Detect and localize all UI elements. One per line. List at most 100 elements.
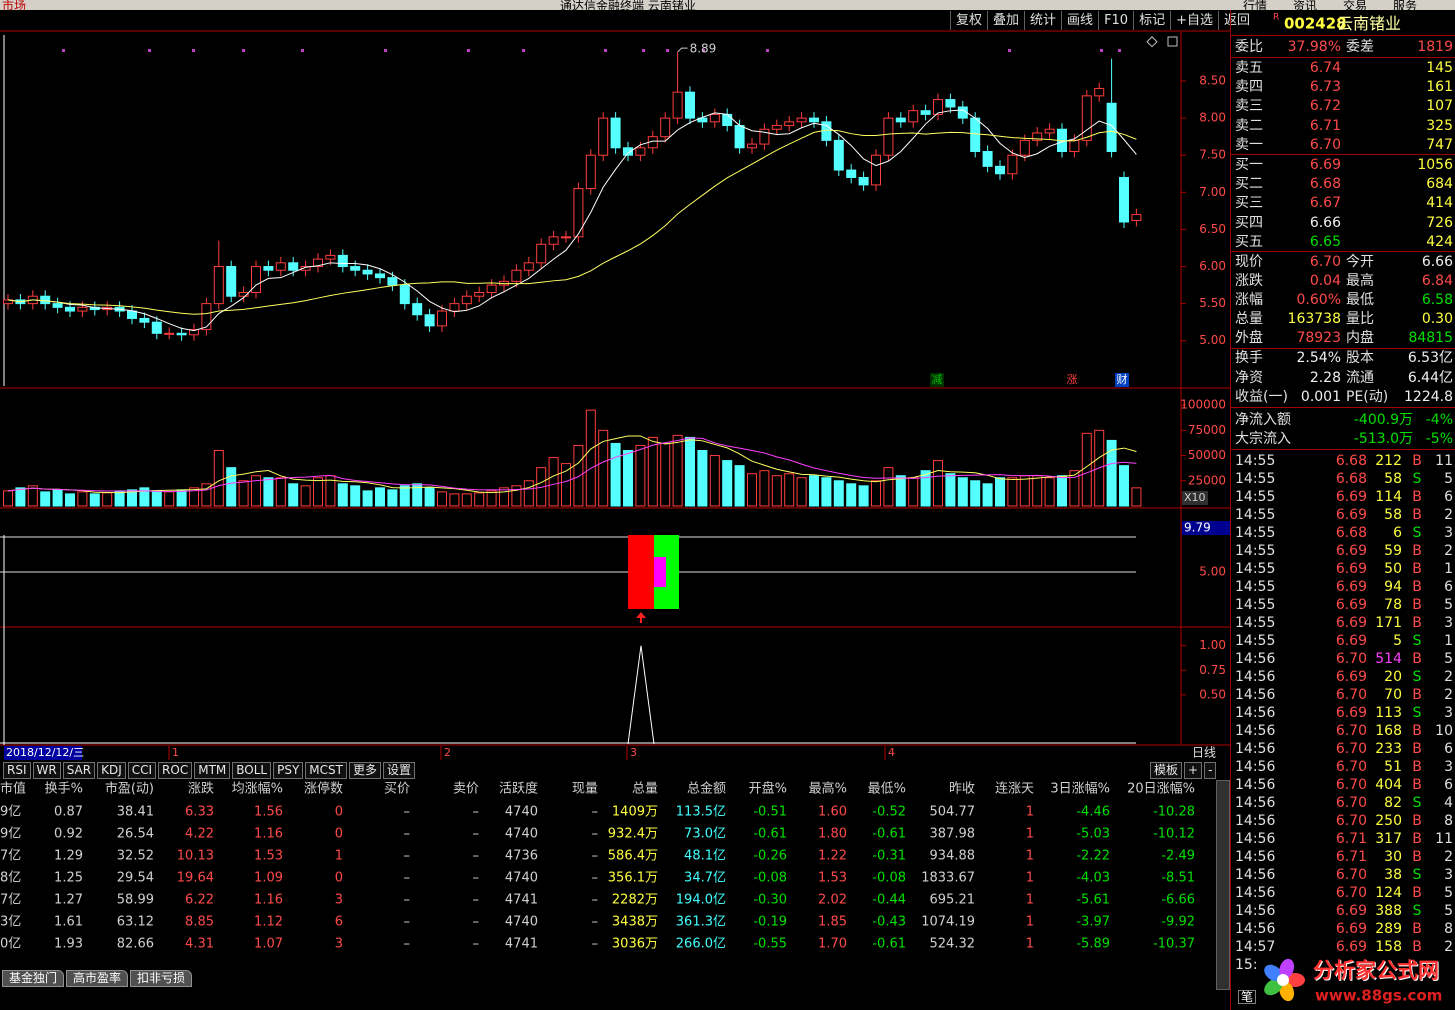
- candle-body: [833, 139, 844, 171]
- candle-body: [387, 277, 398, 286]
- tick-time: 14:56: [1235, 867, 1276, 883]
- menu-item[interactable]: 服务: [1393, 0, 1418, 10]
- quote-value: 2.28: [1309, 370, 1341, 386]
- quote-value: 6.44亿: [1407, 370, 1453, 386]
- volume-bar: [747, 473, 757, 507]
- indicator-tab[interactable]: RSI: [3, 762, 31, 779]
- volume-bar: [474, 492, 485, 507]
- table-cell: 1.09: [254, 870, 283, 886]
- table-cell: 1.16: [254, 826, 283, 842]
- template-tab[interactable]: +: [1184, 762, 1203, 779]
- candle-body: [325, 254, 336, 260]
- column-header[interactable]: 涨停数: [303, 781, 343, 797]
- indicator-tab[interactable]: CCI: [127, 762, 157, 779]
- template-tab[interactable]: 模板: [1150, 762, 1183, 779]
- book-label: 卖一: [1235, 136, 1263, 153]
- column-header[interactable]: 活跃度: [498, 781, 538, 797]
- bottom-tab[interactable]: 高市盈率: [66, 970, 129, 987]
- column-header[interactable]: 总量: [631, 781, 658, 797]
- indicator-tab[interactable]: MTM: [194, 762, 231, 779]
- table-cell: -0.08: [872, 870, 906, 886]
- volume-bar: [933, 460, 943, 507]
- indicator-tab[interactable]: KDJ: [97, 762, 126, 779]
- column-header[interactable]: 市值: [0, 781, 27, 797]
- stock-flag: R: [1273, 12, 1280, 23]
- column-header[interactable]: 换手%: [44, 781, 83, 797]
- indicator-tab[interactable]: 设置: [383, 762, 416, 779]
- indicator-tab[interactable]: WR: [32, 762, 61, 779]
- tick-side: B: [1412, 507, 1422, 523]
- column-header[interactable]: 连涨天: [994, 781, 1034, 797]
- candle-body: [908, 110, 919, 123]
- volume-bar: [722, 460, 733, 507]
- volume-bar: [511, 485, 522, 507]
- candle-body: [151, 321, 162, 334]
- volume-bar: [647, 436, 658, 507]
- table-cell: 361.3亿: [675, 914, 726, 930]
- column-header[interactable]: 涨跌: [187, 781, 214, 797]
- column-header[interactable]: 最低%: [867, 781, 906, 797]
- book-volume: 747: [1426, 136, 1453, 153]
- candle-body: [251, 266, 261, 293]
- tick-count: 5: [1444, 651, 1453, 667]
- template-tab[interactable]: -: [1204, 762, 1217, 779]
- tick-price: 6.70: [1335, 759, 1367, 775]
- indicator-tab[interactable]: 更多: [348, 762, 381, 779]
- column-header[interactable]: 最高%: [808, 781, 847, 797]
- indicator-tab[interactable]: PSY: [273, 762, 304, 779]
- tick-side: B: [1412, 453, 1422, 469]
- indicator-tab[interactable]: SAR: [62, 762, 96, 779]
- toolbar-button[interactable]: F10: [1098, 11, 1133, 30]
- quote-label: 涨幅: [1235, 292, 1263, 308]
- column-header[interactable]: 昨收: [948, 781, 975, 797]
- toolbar-button[interactable]: 叠加: [987, 11, 1024, 30]
- column-header[interactable]: 3日涨幅%: [1050, 781, 1110, 797]
- column-header[interactable]: 现量: [571, 781, 598, 797]
- column-header[interactable]: 买价: [383, 781, 410, 797]
- tick-count: 6: [1444, 777, 1453, 793]
- column-header[interactable]: 市盈(动): [104, 781, 154, 797]
- ma-line: [7, 109, 1137, 332]
- table-cell: 2.02: [818, 892, 847, 908]
- menu-item[interactable]: 交易: [1343, 0, 1368, 10]
- event-dot: [766, 49, 769, 52]
- volume-bar: [65, 493, 75, 507]
- toolbar-button[interactable]: 标记: [1133, 11, 1170, 30]
- column-header[interactable]: 总金额: [686, 781, 726, 797]
- indicator-tab[interactable]: ROC: [158, 762, 193, 779]
- volume-bar: [40, 491, 51, 507]
- toolbar-button[interactable]: 复权: [950, 11, 987, 30]
- bottom-tab[interactable]: 基金独门: [2, 970, 65, 987]
- menu-item[interactable]: 资讯: [1293, 0, 1318, 10]
- tick-time: 14:55: [1235, 597, 1276, 613]
- tick-time: 14:56: [1235, 885, 1276, 901]
- toolbar-button[interactable]: 画线: [1061, 11, 1098, 30]
- menu-item[interactable]: 行情: [1243, 0, 1268, 10]
- y-tick-label: 100000: [1180, 398, 1226, 412]
- table-cell: 73.0亿: [684, 826, 726, 842]
- toolbar-button[interactable]: +自选: [1170, 11, 1218, 30]
- candle-body: [598, 117, 609, 156]
- bottom-tab[interactable]: 扣非亏损: [130, 970, 193, 987]
- toolbar-button[interactable]: 统计: [1024, 11, 1061, 30]
- quote-value: 6.66: [1421, 254, 1453, 270]
- indicator-tab[interactable]: MCST: [305, 762, 347, 779]
- volume-bar: [995, 477, 1005, 507]
- quote-label: 今开: [1346, 254, 1374, 270]
- quote-label: 净流入额: [1235, 412, 1291, 428]
- column-header[interactable]: 20日涨幅%: [1127, 781, 1195, 797]
- indicator-tab[interactable]: BOLL: [232, 762, 272, 779]
- scrollbar[interactable]: [1216, 780, 1230, 990]
- quote-label: 委比: [1235, 39, 1263, 55]
- event-dot: [62, 49, 65, 52]
- column-header[interactable]: 均涨幅%: [231, 781, 283, 797]
- volume-bar: [499, 487, 509, 507]
- candle-body: [561, 236, 571, 239]
- tick-side: B: [1412, 687, 1422, 703]
- tick-time: 14:55: [1235, 471, 1276, 487]
- column-header[interactable]: 开盘%: [748, 781, 787, 797]
- table-cell: 1074.19: [921, 914, 975, 930]
- column-header[interactable]: 卖价: [452, 781, 479, 797]
- table-cell: 9亿: [0, 804, 22, 820]
- table-cell: -4.46: [1076, 804, 1110, 820]
